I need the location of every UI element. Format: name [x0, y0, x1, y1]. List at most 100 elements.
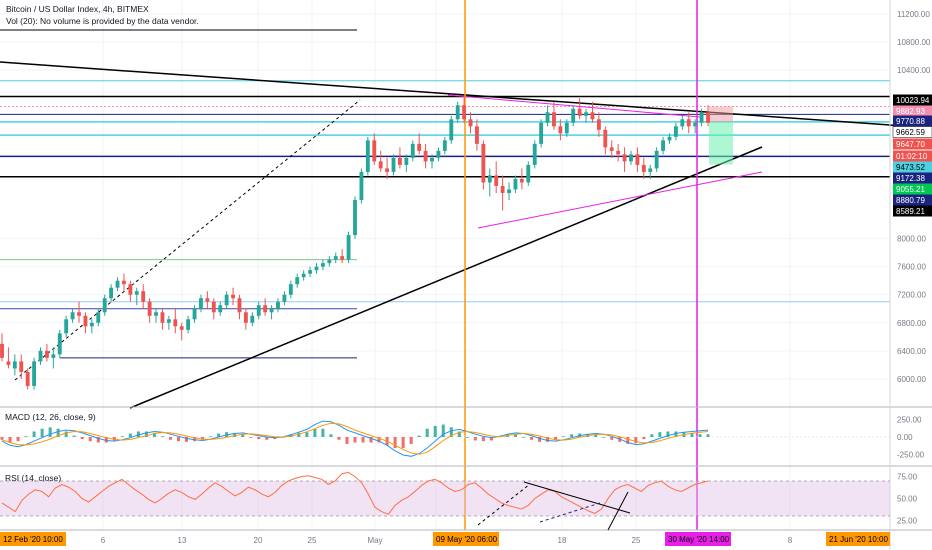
candle-body — [404, 157, 409, 165]
price-tick-label: 8000.00 — [897, 235, 926, 244]
candle-body — [629, 154, 633, 162]
candle-body — [57, 333, 62, 355]
dashed-projection-line[interactable] — [14, 99, 361, 381]
candle-body — [186, 319, 191, 330]
signal-line — [1, 422, 709, 455]
candle-body — [699, 112, 704, 123]
macd-histogram-bar — [168, 437, 172, 440]
macd-histogram-bar — [56, 428, 60, 437]
macd-histogram-bar — [698, 434, 702, 437]
rsi-band — [0, 481, 890, 516]
candle-body — [475, 126, 479, 144]
price-label-tag — [893, 150, 932, 162]
candle-body — [173, 319, 178, 327]
candle-body — [192, 308, 197, 320]
candle-body — [545, 112, 550, 123]
macd-histogram-bar — [521, 437, 525, 438]
price-label-text: 9172.38 — [896, 174, 925, 183]
price-label-tag — [893, 194, 932, 206]
price-tick-label: 7600.00 — [897, 263, 926, 272]
candle-body — [109, 287, 114, 299]
rsi-drawings — [477, 481, 631, 531]
candle-body — [32, 361, 37, 386]
candle-body — [308, 270, 312, 274]
long-position-box[interactable] — [709, 106, 733, 165]
macd-histogram-bar — [152, 432, 156, 437]
macd-histogram-bar — [409, 437, 413, 444]
candle-body — [269, 308, 274, 313]
macd-histogram-bar — [72, 435, 76, 437]
candle-body — [19, 361, 24, 372]
candle-body — [154, 312, 158, 316]
macd-histogram-bar — [16, 437, 20, 442]
macd-histogram-bar — [233, 432, 237, 437]
candle-body — [564, 122, 569, 134]
macd-histogram-bar — [177, 437, 180, 442]
rsi-trendline[interactable] — [523, 481, 631, 514]
candle-body — [243, 312, 248, 323]
macd-histogram-bar — [610, 437, 614, 440]
price-label-tag — [893, 183, 932, 195]
trend-drawings — [0, 0, 932, 530]
rsi-dashed-line[interactable] — [539, 502, 601, 523]
macd-histogram-bar — [369, 437, 373, 443]
macd-histogram-bar — [602, 437, 606, 438]
candle-body — [115, 280, 120, 288]
candle-body — [661, 140, 665, 151]
macd-histogram-bar — [265, 437, 269, 440]
macd-histogram-bar — [538, 437, 542, 442]
candle-body — [481, 143, 486, 183]
price-label-text: 9055.21 — [896, 185, 925, 194]
rsi-breakout-line[interactable] — [607, 491, 629, 531]
macd-histogram-bar — [417, 435, 421, 437]
candle-body — [526, 164, 531, 183]
macd-histogram-bar — [209, 436, 213, 438]
candle-body — [423, 150, 428, 162]
macd-title: MACD (12, 26, close, 9) — [5, 412, 96, 422]
candle-body — [45, 350, 49, 358]
macd-histogram-bar — [24, 436, 28, 438]
macd-histogram-bar — [112, 437, 116, 441]
macd-histogram-bar — [473, 437, 477, 441]
descending-trendline[interactable] — [0, 61, 932, 129]
macd-histogram-bar — [249, 437, 253, 438]
triangle-upper-line[interactable] — [447, 94, 701, 118]
macd-histogram-bar — [674, 431, 678, 437]
macd-histogram-bar — [185, 437, 189, 442]
macd-histogram-bar — [650, 434, 654, 437]
price-label-tag — [893, 94, 932, 106]
ascending-trendline[interactable] — [129, 146, 763, 409]
candle-body — [378, 161, 383, 169]
price-axis[interactable]: 11200.00 10800.00 10400.00 8000.00 7600.00 72… — [897, 10, 931, 384]
candle-body — [667, 136, 672, 141]
price-tick-label: 11200.00 — [897, 10, 930, 19]
candle-body — [314, 266, 319, 271]
macd-histogram-bar — [337, 437, 341, 440]
macd-histogram-bar — [201, 437, 205, 440]
rsi-dashed-line[interactable] — [477, 483, 531, 526]
candle-body — [64, 319, 69, 334]
rsi-title: RSI (14, close) — [5, 473, 61, 483]
macd-histogram-bar — [48, 427, 52, 437]
candle-body — [340, 256, 345, 260]
rsi-line — [1, 471, 709, 515]
candle-body — [462, 105, 467, 120]
triangle-lower-line[interactable] — [477, 171, 763, 229]
candle-body — [372, 140, 377, 162]
time-highlight-tag — [433, 532, 499, 546]
time-tick-label: 13 — [178, 536, 187, 545]
price-tick-label: 10400.00 — [897, 66, 931, 75]
candle-body — [128, 284, 133, 295]
candle-body — [391, 157, 396, 172]
macd-histogram-bar — [80, 437, 84, 440]
price-label-text: 9662.59 — [896, 128, 925, 137]
macd-histogram-bar — [594, 434, 598, 437]
candle-body — [77, 312, 81, 316]
macd-histogram-bar — [160, 436, 164, 438]
time-highlight-tag — [0, 532, 66, 546]
rsi-pane — [0, 471, 890, 517]
price-label-tag — [893, 172, 932, 184]
macd-histogram-bar — [562, 436, 566, 438]
